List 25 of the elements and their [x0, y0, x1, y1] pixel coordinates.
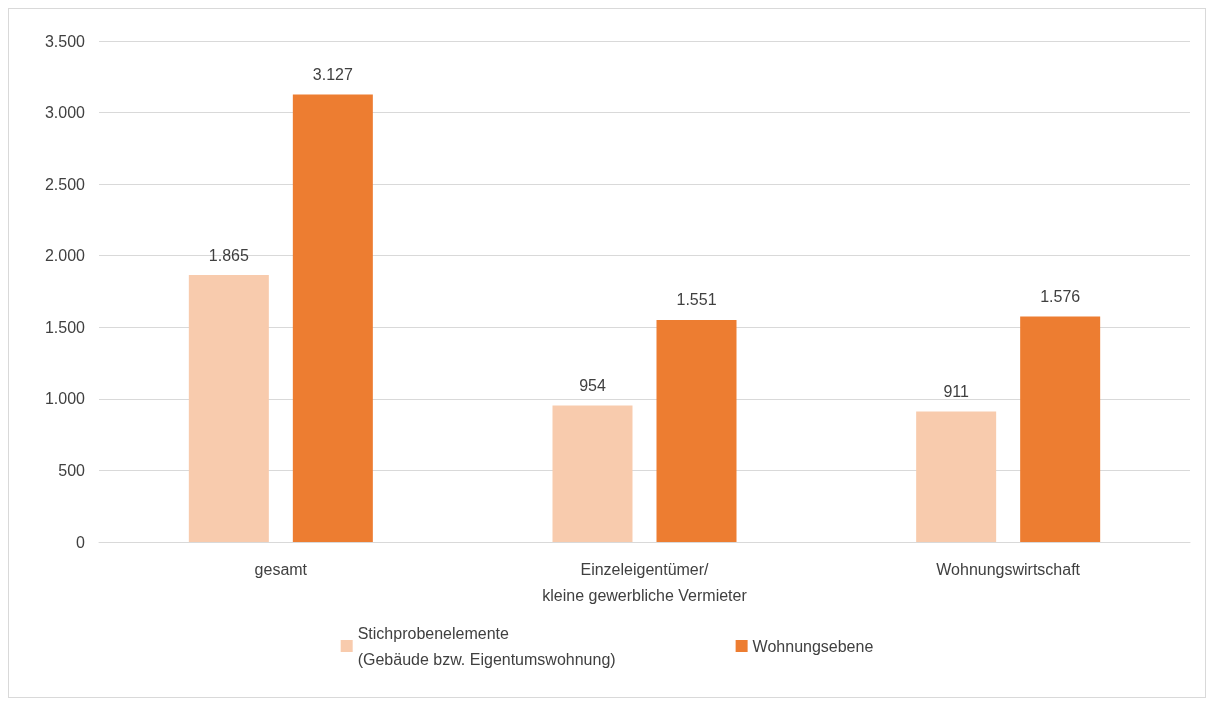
data-label: 954 [579, 376, 606, 394]
bar [1020, 316, 1101, 542]
data-label: 911 [943, 383, 970, 401]
y-tick-label: 500 [58, 461, 86, 479]
y-tick-label: 3.500 [44, 32, 86, 50]
y-tick-label: 2.000 [44, 247, 86, 265]
x-tick-label: Wohnungswirtschaft [936, 560, 1081, 578]
bar [292, 94, 373, 542]
x-tick-label: gesamt [254, 560, 308, 578]
y-tick-label: 2.500 [44, 175, 86, 193]
y-tick-label: 1.000 [44, 390, 86, 408]
bar [188, 275, 269, 542]
bar [656, 319, 737, 542]
data-label: 1.865 [208, 246, 249, 264]
legend-label: Stichprobenelemente (Gebäude bzw. Eigentumswohnung) [357, 624, 616, 668]
bar [916, 411, 997, 542]
data-label: 1.551 [676, 291, 717, 309]
data-label: 3.127 [312, 65, 353, 83]
y-tick-label: 1.500 [44, 318, 86, 336]
data-label: 1.576 [1040, 287, 1081, 305]
bar [552, 405, 633, 542]
y-tick-label: 3.000 [44, 104, 86, 122]
x-tick-label: Einzeleigentümer/ kleine gewerbliche Vermieter [542, 560, 748, 604]
legend-label: Wohnungsebene [752, 637, 874, 655]
y-tick-label: 0 [76, 533, 86, 551]
